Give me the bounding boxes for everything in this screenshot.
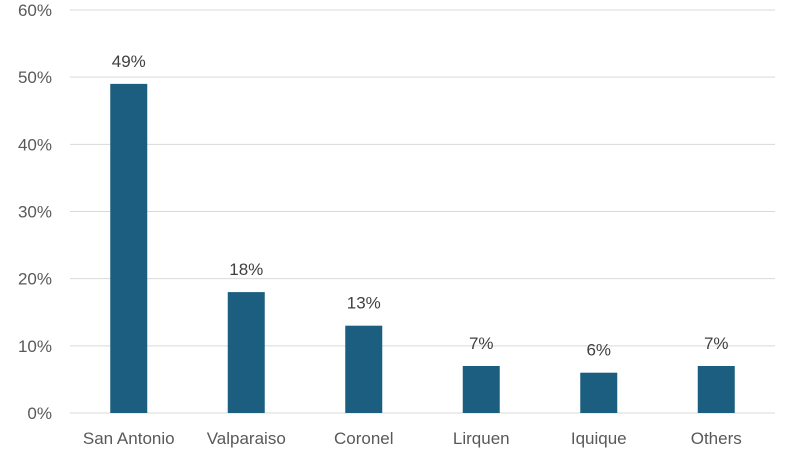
data-label: 7% [704,334,729,353]
data-label: 18% [229,260,263,279]
x-tick-label: Iquique [571,429,627,448]
x-tick-label: Lirquen [453,429,510,448]
bar-coronel [345,325,383,413]
bar-lirquen [462,365,500,413]
y-tick-label: 40% [18,135,52,154]
y-axis-tick-labels: 0% 10% 20% 30% 40% 50% 60% [18,1,52,423]
x-axis-tick-labels: San Antonio Valparaiso Coronel Lirquen Iquiq… [83,429,742,448]
y-tick-label: 10% [18,337,52,356]
x-tick-label: San Antonio [83,429,175,448]
data-label: 49% [112,52,146,71]
x-tick-label: Valparaiso [207,429,286,448]
bar-iquique [580,372,618,413]
bar-valparaiso [227,292,265,413]
data-label: 6% [586,341,611,360]
data-label: 13% [347,294,381,313]
y-tick-label: 30% [18,203,52,222]
data-labels: 49% 18% 13% 7% 6% 7% [112,52,729,360]
y-tick-label: 0% [27,404,52,423]
y-tick-label: 60% [18,1,52,20]
gridlines [70,9,775,414]
y-tick-label: 50% [18,68,52,87]
data-label: 7% [469,334,494,353]
bar-san-antonio [110,83,148,413]
bar-others [697,365,735,413]
y-tick-label: 20% [18,270,52,289]
x-tick-label: Coronel [334,429,394,448]
bars [110,83,735,413]
x-tick-label: Others [691,429,742,448]
